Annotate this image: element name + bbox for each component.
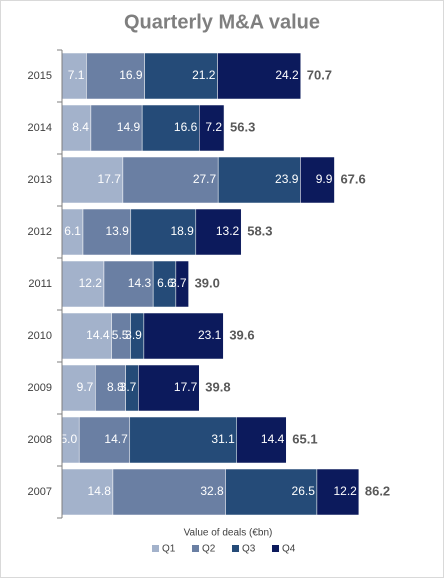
data-label: 14.7 — [104, 432, 128, 446]
chart-title: Quarterly M&A value — [124, 11, 320, 33]
data-label: 14.3 — [128, 276, 152, 290]
data-label: 9.7 — [77, 380, 94, 394]
bar-segment — [129, 416, 238, 464]
data-label: 6.6 — [157, 276, 174, 290]
bar-segment — [130, 208, 197, 256]
bar-segment — [138, 364, 200, 412]
data-label: 5.5 — [112, 328, 129, 342]
bar-segment — [112, 468, 226, 516]
y-tick-label: 2011 — [28, 278, 52, 290]
legend-label: Q1 — [162, 544, 176, 555]
data-label: 31.1 — [211, 432, 235, 446]
data-label: 16.9 — [119, 68, 143, 82]
legend-label: Q2 — [202, 544, 216, 555]
data-label: 14.4 — [86, 328, 110, 342]
data-label: 18.9 — [170, 224, 194, 238]
legend-swatch — [192, 545, 199, 552]
bar-segment — [225, 468, 318, 516]
legend-swatch — [272, 545, 279, 552]
data-label: 13.2 — [216, 224, 240, 238]
bar-segment — [316, 468, 360, 516]
bar-segment — [141, 104, 200, 152]
bar-segment — [217, 52, 301, 100]
data-label: 12.2 — [79, 276, 103, 290]
data-label: 8.4 — [72, 120, 89, 134]
data-label: 24.2 — [275, 68, 299, 82]
total-label: 39.0 — [195, 275, 220, 290]
data-label: 12.2 — [334, 484, 358, 498]
y-tick-label: 2007 — [28, 486, 52, 498]
total-label: 39.8 — [205, 379, 230, 394]
data-label: 17.7 — [98, 172, 122, 186]
data-label: 14.8 — [88, 484, 112, 498]
x-axis-label: Value of deals (€bn) — [184, 528, 273, 539]
legend-label: Q4 — [282, 544, 296, 555]
data-label: 21.2 — [192, 68, 216, 82]
y-tick-label: 2012 — [28, 226, 52, 238]
bar-segment — [61, 260, 105, 308]
bar-segment — [86, 52, 145, 100]
bar-segment — [61, 52, 87, 100]
data-label: 3.9 — [125, 328, 142, 342]
bar-segment — [61, 156, 124, 204]
data-label: 6.1 — [64, 224, 81, 238]
total-label: 70.7 — [307, 67, 332, 82]
data-label: 23.1 — [198, 328, 222, 342]
bar-segment — [217, 156, 301, 204]
total-label: 67.6 — [340, 171, 365, 186]
data-label: 14.9 — [117, 120, 141, 134]
bar-segment — [175, 260, 189, 308]
data-label: 16.6 — [174, 120, 198, 134]
data-label: 9.9 — [316, 172, 333, 186]
bar-segment — [82, 208, 132, 256]
y-tick-label: 2013 — [28, 174, 52, 186]
total-label: 58.3 — [247, 223, 272, 238]
y-tick-label: 2009 — [28, 382, 52, 394]
y-tick-label: 2015 — [28, 70, 52, 82]
data-label: 23.9 — [275, 172, 299, 186]
y-tick-label: 2010 — [28, 330, 52, 342]
legend-swatch — [232, 545, 239, 552]
bar-segment — [61, 104, 92, 152]
y-tick-label: 2014 — [28, 122, 52, 134]
data-label: 3.7 — [120, 380, 137, 394]
legend-swatch — [152, 545, 159, 552]
bar-segment — [61, 364, 96, 412]
bar-segment — [144, 52, 218, 100]
bar-segment — [300, 156, 335, 204]
data-label: 26.5 — [292, 484, 316, 498]
bar-segment — [195, 208, 242, 256]
data-label: 7.1 — [68, 68, 85, 82]
bar-segment — [95, 364, 126, 412]
bar-segment — [199, 104, 225, 152]
data-label: 32.8 — [200, 484, 224, 498]
y-tick-label: 2008 — [28, 434, 52, 446]
total-label: 86.2 — [365, 483, 390, 498]
total-label: 56.3 — [230, 119, 255, 134]
data-label: 7.2 — [205, 120, 222, 134]
bar-segment — [61, 312, 112, 360]
data-label: 8.8 — [107, 380, 124, 394]
bar-segment — [103, 260, 154, 308]
data-label: 14.4 — [261, 432, 285, 446]
data-label: 13.9 — [105, 224, 129, 238]
bar-segment — [90, 104, 143, 152]
bar-segment — [143, 312, 224, 360]
data-label: 17.7 — [174, 380, 198, 394]
legend-label: Q3 — [242, 544, 256, 555]
bar-segment — [236, 416, 287, 464]
data-label: 27.7 — [193, 172, 217, 186]
data-label: 3.7 — [170, 276, 187, 290]
data-label: 5.0 — [61, 432, 78, 446]
total-label: 65.1 — [292, 431, 317, 446]
total-label: 39.6 — [229, 327, 254, 342]
